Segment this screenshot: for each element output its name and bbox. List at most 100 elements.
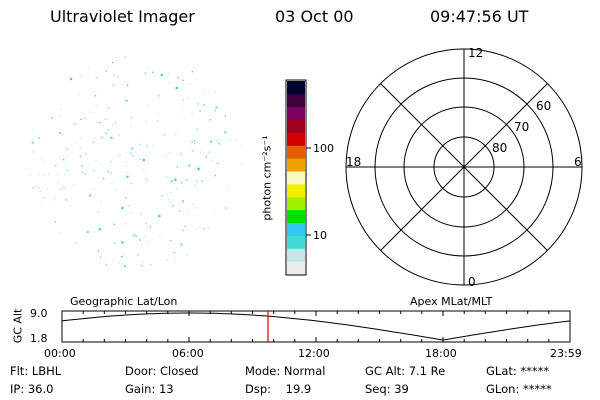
colorbar-segment: [287, 235, 305, 249]
uv-pixel: [175, 258, 177, 260]
uv-pixel: [194, 142, 196, 145]
uv-pixel: [241, 144, 243, 146]
uv-pixel: [197, 169, 199, 172]
status-glat: GLat: *****: [486, 364, 550, 378]
uv-pixel: [89, 194, 92, 197]
uv-pixel: [166, 193, 168, 196]
uv-pixel: [207, 227, 209, 229]
uv-pixel: [122, 253, 125, 256]
uv-pixel: [186, 254, 188, 256]
uv-pixel: [180, 152, 183, 155]
uv-pixel: [169, 151, 171, 154]
uv-pixel: [184, 225, 187, 227]
uv-pixel: [144, 236, 146, 238]
uv-pixel: [136, 253, 139, 256]
uv-pixel: [57, 174, 59, 176]
uv-pixel: [229, 139, 231, 141]
uv-pixel: [142, 261, 144, 263]
uv-pixel: [130, 212, 132, 214]
uv-pixel: [182, 79, 184, 81]
uv-pixel: [92, 188, 95, 190]
uv-pixel: [95, 77, 98, 79]
uv-pixel: [191, 141, 193, 143]
uv-pixel: [125, 99, 128, 102]
uv-pixel: [59, 114, 62, 116]
uv-pixel: [175, 188, 178, 190]
uv-pixel: [176, 166, 179, 168]
uv-pixel: [182, 99, 184, 102]
timeline-y-tick-bottom: 1.8: [30, 332, 48, 345]
timeline-x-tick-3: 18:00: [425, 347, 457, 360]
uv-pixel: [100, 163, 102, 165]
uv-pixel: [131, 147, 134, 150]
altitude-curve: [61, 312, 571, 341]
uv-pixel: [69, 205, 72, 207]
uv-pixel: [142, 159, 145, 162]
uv-pixel: [173, 252, 175, 254]
uv-pixel: [73, 184, 75, 186]
uv-pixel: [194, 185, 196, 187]
uv-pixel: [126, 84, 128, 86]
uv-pixel: [235, 139, 237, 141]
uv-pixel: [124, 56, 127, 59]
uv-pixel: [93, 194, 96, 197]
uv-pixel: [90, 111, 92, 114]
uv-pixel: [39, 191, 41, 193]
uv-pixel: [130, 117, 133, 120]
uv-pixel: [214, 174, 216, 177]
uv-pixel: [37, 187, 40, 189]
uv-pixel: [210, 140, 213, 143]
uv-pixel: [60, 108, 62, 110]
timeline-y-tick-top: 9.0: [30, 307, 48, 320]
uv-pixel: [159, 234, 161, 236]
uv-pixel: [121, 255, 123, 258]
uv-pixel: [180, 243, 182, 245]
uv-pixel: [181, 229, 184, 232]
uv-pixel: [146, 240, 149, 242]
uv-pixel: [58, 131, 61, 134]
uv-pixel: [75, 242, 77, 244]
uv-pixel: [170, 180, 173, 183]
uv-pixel: [160, 73, 163, 77]
uv-pixel: [107, 129, 109, 131]
uv-pixel: [195, 180, 198, 182]
status-filter: Flt: LBHL: [10, 364, 62, 378]
uv-pixel: [180, 182, 183, 184]
mlt-label-12: 12: [468, 46, 484, 60]
uv-pixel: [48, 172, 50, 175]
uv-pixel: [44, 174, 46, 176]
uv-pixel: [166, 176, 168, 178]
uv-pixel: [124, 196, 128, 199]
uv-pixel: [181, 244, 183, 246]
uv-pixel: [218, 143, 220, 145]
uv-pixel: [97, 250, 99, 252]
uv-pixel: [112, 84, 115, 87]
uv-pixel: [209, 119, 211, 121]
uv-pixel: [241, 162, 244, 164]
lat-label-60: 60: [536, 99, 552, 113]
uv-pixel: [57, 181, 59, 184]
status-seq: Seq: 39: [365, 382, 409, 396]
status-gc-alt: GC Alt: 7.1 Re: [365, 364, 446, 378]
uv-pixel: [124, 161, 126, 163]
colorbar-segment: [287, 261, 305, 275]
timeline-right-label: Apex MLat/MLT: [410, 295, 493, 308]
uv-pixel: [32, 151, 34, 153]
uv-pixel: [172, 205, 174, 207]
uv-pixel: [182, 200, 185, 203]
colorbar-segment: [287, 158, 305, 172]
uv-pixel: [65, 198, 67, 201]
uv-pixel: [29, 174, 31, 177]
uv-pixel: [144, 72, 147, 74]
uv-pixel: [60, 188, 63, 191]
colorbar-segment: [287, 209, 305, 224]
polar-plot: [345, 48, 583, 286]
uv-pixel: [126, 171, 128, 174]
uv-pixel: [41, 157, 43, 159]
uv-pixel: [181, 108, 184, 110]
uv-pixel: [66, 199, 68, 201]
uv-pixel: [53, 199, 55, 201]
uv-pixel: [88, 66, 91, 68]
uv-pixel: [196, 102, 199, 105]
uv-pixel: [175, 86, 178, 90]
